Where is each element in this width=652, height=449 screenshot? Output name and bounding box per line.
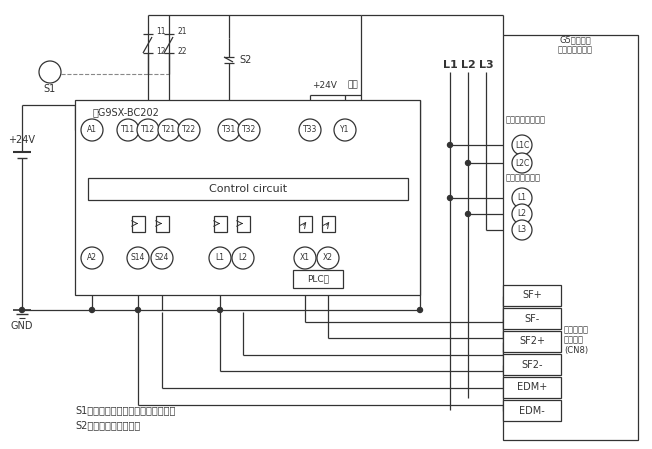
Text: X2: X2 [323,254,333,263]
Text: L1: L1 [518,194,527,202]
Text: 12: 12 [156,48,166,57]
Text: L2C: L2C [515,158,529,167]
Bar [503,331,561,352]
Text: A1: A1 [87,126,97,135]
Text: S1：非常停止用押しボタンスイッチ: S1：非常停止用押しボタンスイッチ [75,405,175,415]
Bar [503,308,561,329]
Circle shape [447,195,452,201]
Text: SF2+: SF2+ [519,336,545,347]
Circle shape [512,220,532,240]
Circle shape [127,247,149,269]
Text: T32: T32 [242,126,256,135]
Bar [503,377,561,398]
Circle shape [232,247,254,269]
Text: 制御回路電源端子: 制御回路電源端子 [506,115,546,124]
Text: L3: L3 [518,225,527,234]
Text: L1: L1 [216,254,224,263]
Text: +24V: +24V [312,80,337,89]
Text: 21: 21 [177,27,186,36]
Circle shape [89,308,95,313]
Text: SF2-: SF2- [521,360,542,370]
Circle shape [39,61,61,83]
Circle shape [466,160,471,166]
Circle shape [209,247,231,269]
Bar [88,178,408,200]
Bar [299,216,312,232]
Circle shape [317,247,339,269]
Text: T12: T12 [141,126,155,135]
Circle shape [136,308,140,313]
Circle shape [466,211,471,216]
Bar [237,216,250,232]
Circle shape [178,119,200,141]
Text: GND: GND [10,321,33,331]
Text: S1: S1 [44,84,56,94]
Circle shape [512,188,532,208]
Text: T22: T22 [182,126,196,135]
Bar [503,400,561,421]
Bar [503,354,561,375]
Text: 22: 22 [177,48,186,57]
Circle shape [512,153,532,173]
Text: L3: L3 [479,60,494,70]
Text: EDM+: EDM+ [517,383,547,392]
Circle shape [20,308,25,313]
Text: T31: T31 [222,126,236,135]
Text: T21: T21 [162,126,176,135]
Text: T11: T11 [121,126,135,135]
Circle shape [238,119,260,141]
Text: EDM-: EDM- [519,405,545,415]
Text: L2: L2 [460,60,475,70]
Circle shape [512,204,532,224]
Bar [321,216,334,232]
Circle shape [137,119,159,141]
Circle shape [512,135,532,155]
Text: S2：リセットスイッチ: S2：リセットスイッチ [75,420,140,430]
Circle shape [417,308,422,313]
Circle shape [151,247,173,269]
Circle shape [81,119,103,141]
Bar [293,270,343,288]
Bar [503,285,561,306]
Circle shape [294,247,316,269]
Text: S2: S2 [239,55,252,65]
Text: 11: 11 [156,27,166,36]
Bar [155,216,168,232]
Text: T33: T33 [303,126,317,135]
Text: X1: X1 [300,254,310,263]
Text: L2: L2 [518,210,527,219]
Text: PLC等: PLC等 [307,274,329,283]
Text: A2: A2 [87,254,97,263]
Text: G5シリーズ
サーボドライバ: G5シリーズ サーボドライバ [557,35,593,55]
Circle shape [158,119,180,141]
Bar [132,216,145,232]
Text: L1C: L1C [515,141,529,150]
Text: SF-: SF- [524,313,540,323]
Text: セーフティ
コネクタ
(CN8): セーフティ コネクタ (CN8) [564,325,589,355]
Circle shape [218,119,240,141]
Text: L2: L2 [239,254,248,263]
Circle shape [299,119,321,141]
Text: L1: L1 [443,60,457,70]
Circle shape [447,142,452,148]
Bar [75,100,420,295]
Circle shape [334,119,356,141]
Bar [213,216,226,232]
Text: 開放: 開放 [347,80,358,89]
Text: Control circuit: Control circuit [209,184,287,194]
Circle shape [81,247,103,269]
Text: 主回路電源端子: 主回路電源端子 [506,173,541,182]
Text: 形G9SX-BC202: 形G9SX-BC202 [93,107,160,117]
Text: S14: S14 [131,254,145,263]
Bar [503,35,638,440]
Text: SF+: SF+ [522,291,542,300]
Text: S24: S24 [155,254,169,263]
Circle shape [117,119,139,141]
Text: +24V: +24V [8,135,35,145]
Text: Y1: Y1 [340,126,349,135]
Circle shape [218,308,222,313]
